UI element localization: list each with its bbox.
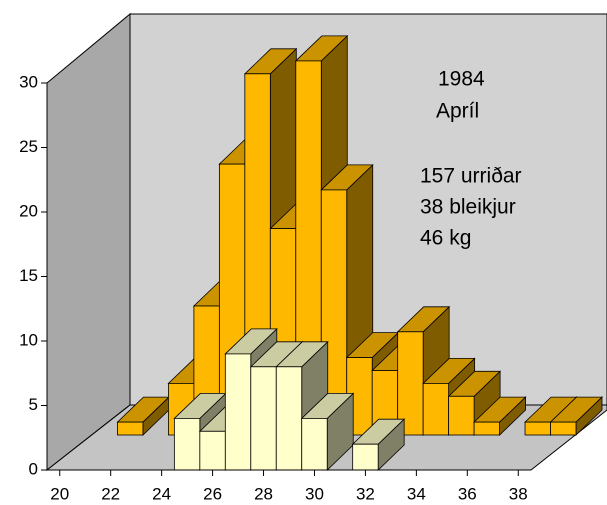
- annotation: 46 kg: [420, 227, 471, 250]
- bar-front: [473, 421, 500, 436]
- bar-front: [524, 421, 551, 436]
- x-tick-label: 36: [458, 484, 477, 503]
- y-tick-label: 0: [29, 459, 38, 478]
- annotation: Apríl: [436, 100, 479, 123]
- bars: [116, 34, 603, 471]
- bar-front: [448, 395, 475, 436]
- annotation: 38 bleikjur: [420, 196, 516, 219]
- bar-front: [397, 331, 424, 436]
- y-tick-label: 15: [19, 266, 38, 285]
- y-tick-label: 25: [19, 137, 38, 156]
- y-tick-label: 20: [19, 201, 38, 220]
- y-tick-label: 5: [29, 395, 38, 414]
- annotation: 157 urriðar: [420, 165, 522, 188]
- bar-front: [173, 417, 201, 471]
- bar-front: [224, 353, 252, 471]
- x-tick-label: 34: [407, 484, 426, 503]
- x-tick-label: 20: [50, 484, 69, 503]
- bar: [351, 418, 406, 471]
- x-tick-label: 22: [101, 484, 120, 503]
- x-tick-label: 32: [356, 484, 375, 503]
- axes: 0 5 10 15 20 25 30 20 22 24 26 28 30 32 34 36 38: [19, 72, 531, 503]
- x-tick-label: 24: [152, 484, 171, 503]
- bar-front: [301, 417, 328, 471]
- x-tick-label: 30: [305, 484, 324, 503]
- left-wall: [46, 12, 131, 472]
- bar-front: [250, 366, 277, 471]
- x-tick-label: 38: [509, 484, 528, 503]
- bar-front: [352, 443, 379, 471]
- bar: [473, 396, 527, 436]
- annotation: 1984: [438, 68, 485, 91]
- bar: [549, 396, 603, 436]
- x-tick-label: 28: [254, 484, 273, 503]
- y-tick-label: 10: [19, 330, 38, 349]
- y-tick-label: 30: [19, 72, 38, 91]
- bar-front: [422, 382, 450, 436]
- bar-front: [550, 421, 577, 436]
- bar-front: [117, 421, 144, 436]
- bar: [300, 392, 355, 471]
- bar-front: [199, 430, 226, 471]
- x-tick-label: 26: [203, 484, 222, 503]
- bar: [116, 396, 170, 436]
- bar-front: [275, 366, 303, 471]
